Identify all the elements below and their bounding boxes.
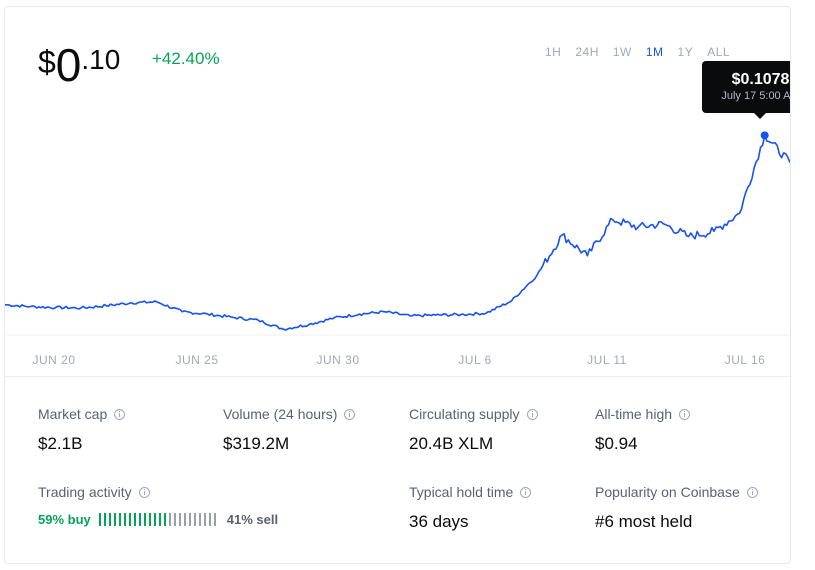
stat-market-cap: Market cap $2.1B [38,406,126,454]
x-tick-label: JUL 11 [587,353,627,367]
current-price: $ 0 .10 [38,41,120,89]
stat-volume: Volume (24 hours) $319.2M [223,406,356,454]
stat-all-time-high: All-time high $0.94 [595,406,691,454]
buy-bar [133,513,136,526]
sell-bar [208,513,211,526]
price-currency: $ [38,44,56,80]
range-1h[interactable]: 1H [545,45,562,59]
activity-bars [98,513,219,526]
range-1m[interactable]: 1M [645,45,664,59]
stat-value: #6 most held [595,512,693,531]
tooltip-time: July 17 5:00 AM [721,90,791,102]
buy-bar [113,513,116,526]
buy-bar [98,513,101,526]
stat-value: $0.94 [595,434,638,453]
peak-marker [760,131,769,140]
tooltip-arrow [754,113,766,119]
buy-bar [128,513,131,526]
info-icon[interactable] [114,408,126,420]
info-icon[interactable] [526,408,538,420]
buy-percentage: 59% buy [38,512,91,527]
x-tick-label: JUL 6 [458,353,492,367]
buy-bar [108,513,111,526]
sell-bar [213,513,216,526]
stat-label: Trading activity [38,484,132,500]
price-chart-card: $ 0 .10 +42.40% 1H 24H 1W 1M 1Y ALL $0.1… [4,6,791,564]
x-tick-label: JUN 25 [175,353,219,367]
stat-label: Popularity on Coinbase [595,484,740,500]
info-icon[interactable] [344,408,356,420]
sell-bar [188,513,191,526]
sell-bar [198,513,201,526]
buy-bar [148,513,151,526]
stat-value: $2.1B [38,434,83,453]
buy-bar [153,513,156,526]
tooltip-value: $0.1078 [731,71,790,88]
buy-bar [138,513,141,526]
price-decimal: .10 [81,44,121,75]
stat-label: Typical hold time [409,484,514,500]
sell-bar [183,513,186,526]
sell-percentage: 41% sell [226,512,279,527]
info-icon[interactable] [520,486,532,498]
range-selector: 1H 24H 1W 1M 1Y ALL [545,45,744,59]
price-tooltip: $0.1078 July 17 5:00 AM [702,61,791,119]
stat-label: Circulating supply [409,406,520,422]
buy-bar [123,513,126,526]
buy-bar [163,513,166,526]
sell-bar [173,513,176,526]
range-1y[interactable]: 1Y [677,45,694,59]
x-tick-label: JUL 16 [724,353,766,367]
buy-bar [143,513,146,526]
buy-bar [103,513,106,526]
x-tick-label: JUN 20 [32,353,76,367]
price-change: +42.40% [152,49,220,68]
x-tick-label: JUN 30 [316,353,360,367]
info-icon[interactable] [746,486,758,498]
sell-bar [168,513,171,526]
stat-typical-hold-time: Typical hold time 36 days [409,484,532,532]
stat-value: 20.4B XLM [409,434,494,453]
stat-value: 36 days [409,512,469,531]
sell-bar [178,513,181,526]
stat-circulating-supply: Circulating supply 20.4B XLM [409,406,538,454]
stat-label: Volume (24 hours) [223,406,338,422]
price-integer: 0 [55,39,82,91]
range-1w[interactable]: 1W [612,45,632,59]
sell-bar [193,513,196,526]
x-axis: JUN 20 JUN 25 JUN 30 JUL 6 JUL 11 JUL 16 [5,353,790,369]
price-line-chart[interactable] [5,7,790,347]
stat-popularity: Popularity on Coinbase #6 most held [595,484,758,532]
price-series-line [5,134,790,331]
info-icon[interactable] [138,486,150,498]
info-icon[interactable] [679,408,691,420]
buy-bar [158,513,161,526]
stat-value: $319.2M [223,434,290,453]
stat-label: All-time high [595,406,673,422]
stat-trading-activity: Trading activity 59% buy 41% sell [38,484,278,527]
range-24h[interactable]: 24H [575,45,599,59]
trading-activity-meter: 59% buy 41% sell [38,512,278,527]
range-all[interactable]: ALL [707,45,731,59]
section-divider [5,376,790,377]
buy-bar [118,513,121,526]
sell-bar [203,513,206,526]
stat-label: Market cap [38,406,108,422]
